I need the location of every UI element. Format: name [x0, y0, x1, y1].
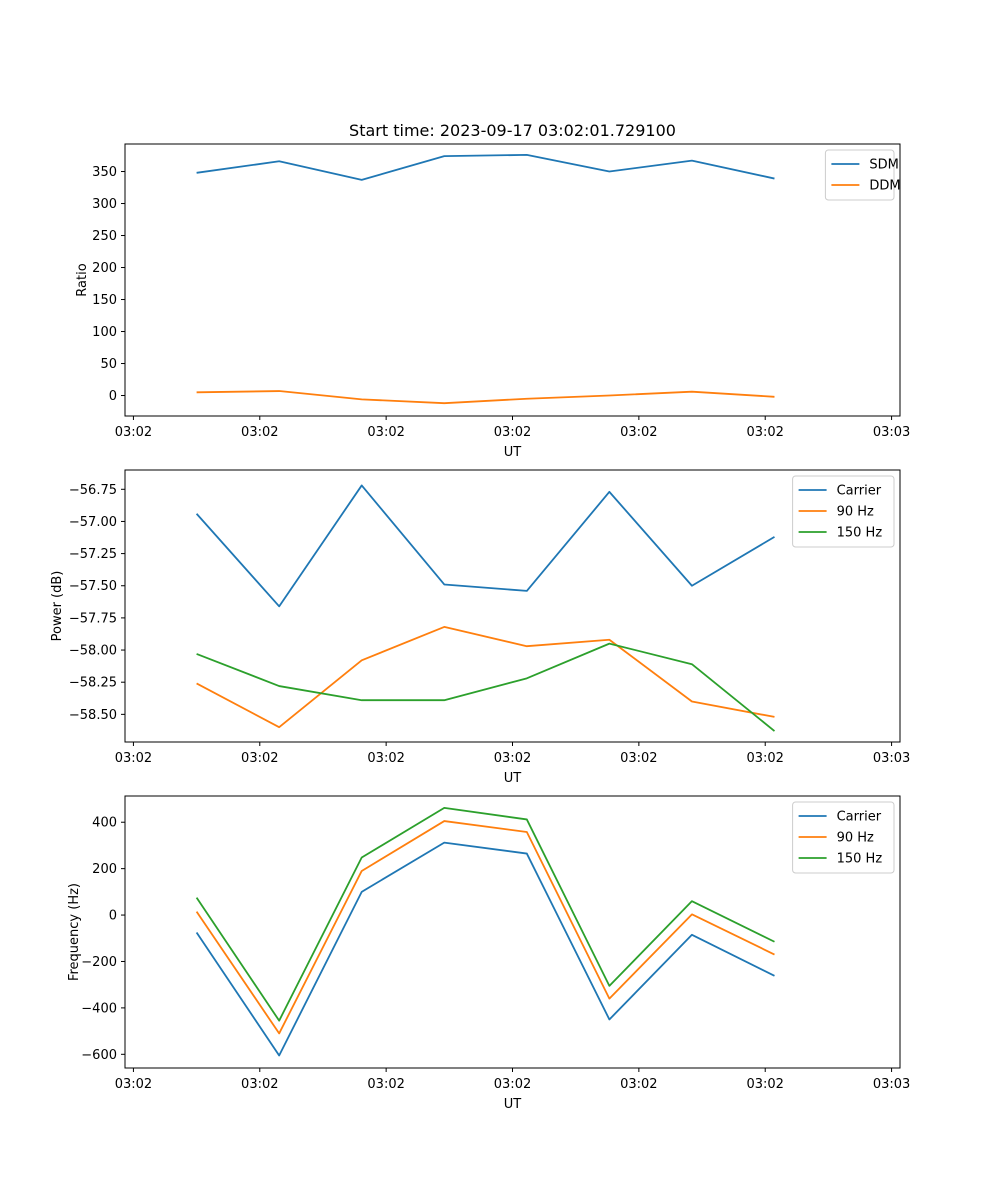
legend-box	[792, 475, 895, 548]
legend-label: 150 Hz	[837, 852, 883, 867]
x-tick-label: 03:02	[746, 1077, 783, 1092]
x-tick-label: 03:02	[620, 1077, 657, 1092]
subplot-2: 03:02 03:02 03:02 03:02 03:02 03:02 03:03 −56.7…	[50, 469, 910, 786]
y-tick-label: 100	[92, 325, 117, 340]
x-tick-label: 03:03	[873, 751, 910, 766]
x-tick-label: 03:03	[873, 425, 910, 440]
x-tick-label: 03:02	[241, 751, 278, 766]
y-tick-label: −57.50	[69, 579, 117, 594]
y-tick-label: −56.75	[69, 483, 117, 498]
chart-title: Start time: 2023-09-17 03:02:01.729100	[349, 121, 676, 140]
legend-box	[792, 801, 895, 874]
y-tick-label: −57.75	[69, 611, 117, 626]
subplot-1: 03:02 03:02 03:02 03:02 03:02 03:02 03:03 0 50 10…	[75, 143, 910, 460]
x-axis-label: UT	[504, 771, 522, 786]
x-tick-label: 03:02	[115, 1077, 152, 1092]
x-tick-label: 03:03	[873, 1077, 910, 1092]
y-tick-label: 0	[109, 909, 117, 924]
subplot-3: 03:02 03:02 03:02 03:02 03:02 03:02 03:03 −600 −…	[67, 795, 910, 1112]
legend-label: Carrier	[837, 484, 882, 499]
y-tick-label: 150	[92, 293, 117, 308]
y-axis-label: Ratio	[75, 263, 90, 296]
y-tick-label: −200	[81, 955, 117, 970]
y-tick-label: 50	[100, 357, 117, 372]
x-tick-label: 03:02	[494, 751, 531, 766]
legend-label: Carrier	[837, 810, 882, 825]
y-tick-label: −57.25	[69, 547, 117, 562]
y-tick-label: 0	[109, 389, 117, 404]
y-tick-label: 250	[92, 229, 117, 244]
x-tick-label: 03:02	[241, 1077, 278, 1092]
y-tick-label: 350	[92, 165, 117, 180]
y-tick-label: 200	[92, 261, 117, 276]
legend: Carrier 90 Hz 150 Hz	[792, 475, 895, 548]
series-line-carrier	[195, 841, 775, 1057]
legend: SDM DDM	[824, 149, 901, 201]
series-line-carrier	[195, 484, 775, 608]
legend-label: 90 Hz	[837, 831, 874, 846]
y-tick-label: −600	[81, 1048, 117, 1063]
legend-label: SDM	[869, 158, 898, 173]
y-tick-label: 400	[92, 816, 117, 831]
x-tick-label: 03:02	[620, 751, 657, 766]
series-line-ddm	[196, 390, 775, 405]
series-line-150-hz	[195, 806, 775, 1022]
legend-label: 150 Hz	[837, 526, 883, 541]
legend-box	[824, 149, 895, 201]
x-tick-label: 03:02	[494, 1077, 531, 1092]
x-tick-label: 03:02	[115, 425, 152, 440]
legend-label: 90 Hz	[837, 505, 874, 520]
y-tick-label: −400	[81, 1001, 117, 1016]
x-axis-label: UT	[504, 1097, 522, 1112]
x-tick-label: 03:02	[494, 425, 531, 440]
y-tick-label: −58.50	[69, 708, 117, 723]
x-tick-label: 03:02	[367, 425, 404, 440]
y-tick-label: −58.25	[69, 676, 117, 691]
legend: Carrier 90 Hz 150 Hz	[792, 801, 895, 874]
y-axis-label: Frequency (Hz)	[67, 883, 82, 981]
y-tick-label: 300	[92, 197, 117, 212]
x-tick-label: 03:02	[746, 751, 783, 766]
series-line-90-hz	[195, 820, 775, 1035]
x-axis-label: UT	[504, 445, 522, 460]
legend-label: DDM	[869, 179, 900, 194]
y-tick-label: 200	[92, 862, 117, 877]
x-tick-label: 03:02	[241, 425, 278, 440]
x-tick-label: 03:02	[746, 425, 783, 440]
series-line-sdm	[196, 153, 775, 181]
y-tick-label: −57.00	[69, 515, 117, 530]
x-tick-label: 03:02	[115, 751, 152, 766]
x-tick-label: 03:02	[367, 751, 404, 766]
series-line-150-hz	[196, 642, 776, 732]
x-tick-label: 03:02	[620, 425, 657, 440]
y-axis-label: Power (dB)	[50, 571, 65, 642]
y-tick-label: −58.00	[69, 644, 117, 659]
series-line-90-hz	[196, 626, 775, 729]
subplots: 03:02 03:02 03:02 03:02 03:02 03:02 03:03 0 50 10…	[50, 143, 910, 1112]
x-tick-label: 03:02	[367, 1077, 404, 1092]
